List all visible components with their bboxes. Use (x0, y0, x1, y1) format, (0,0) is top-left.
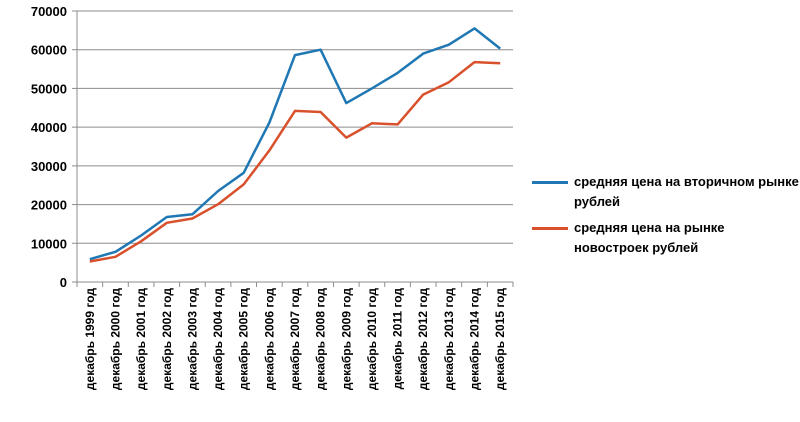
y-tick-labels: 0 10000 20000 30000 40000 50000 60000 70000 (31, 4, 67, 290)
x-tick-label: декабрь 2010 год (365, 288, 379, 390)
x-tick-label: декабрь 2009 год (339, 288, 353, 390)
y-tick-label: 50000 (31, 81, 67, 96)
axes (72, 10, 514, 287)
x-tick-label: декабрь 2012 год (416, 288, 430, 390)
legend: средняя цена на вторичном рынке рублей с… (532, 172, 800, 258)
y-tick-label: 40000 (31, 120, 67, 135)
series-lines (89, 27, 501, 263)
x-tick-label: декабрь 2006 год (262, 288, 276, 390)
y-tick-label: 10000 (31, 236, 67, 251)
x-tick-label: декабрь 2014 год (468, 288, 482, 390)
legend-swatch-secondary-market (532, 181, 568, 184)
legend-label-new-buildings: средняя цена на рынке новостроек рублей (574, 220, 725, 255)
x-tick-label: декабрь 2003 год (185, 288, 199, 390)
legend-item-new-buildings: средняя цена на рынке новостроек рублей (532, 218, 800, 258)
x-tick-label: декабрь 2002 год (160, 288, 174, 390)
x-tick-label: декабрь 2004 год (211, 288, 225, 390)
x-tick-label: декабрь 2001 год (134, 288, 148, 390)
y-tick-label: 0 (60, 275, 67, 290)
y-tick-label: 70000 (31, 4, 67, 19)
x-tick-label: декабрь 2013 год (442, 288, 456, 390)
x-tick-label: декабрь 2005 год (237, 288, 251, 390)
series-line-1 (89, 60, 501, 263)
legend-label-secondary-market: средняя цена на вторичном рынке рублей (574, 174, 799, 209)
x-tick-label: декабрь 2011 год (391, 288, 405, 390)
gridlines (77, 10, 513, 244)
y-tick-label: 20000 (31, 198, 67, 213)
y-tick-label: 60000 (31, 43, 67, 58)
x-tick-label: декабрь 2008 год (314, 288, 328, 390)
legend-swatch-new-buildings (532, 227, 568, 230)
series-line-0 (89, 27, 501, 261)
x-tick-label: декабрь 1999 год (83, 288, 97, 390)
x-tick-labels: декабрь 1999 год декабрь 2000 год декабрь … (83, 288, 507, 390)
y-tick-label: 30000 (31, 159, 67, 174)
x-tick-label: декабрь 2015 год (493, 288, 507, 390)
x-tick-label: декабрь 2007 год (288, 288, 302, 390)
legend-item-secondary-market: средняя цена на вторичном рынке рублей (532, 172, 800, 212)
x-tick-label: декабрь 2000 год (108, 288, 122, 390)
